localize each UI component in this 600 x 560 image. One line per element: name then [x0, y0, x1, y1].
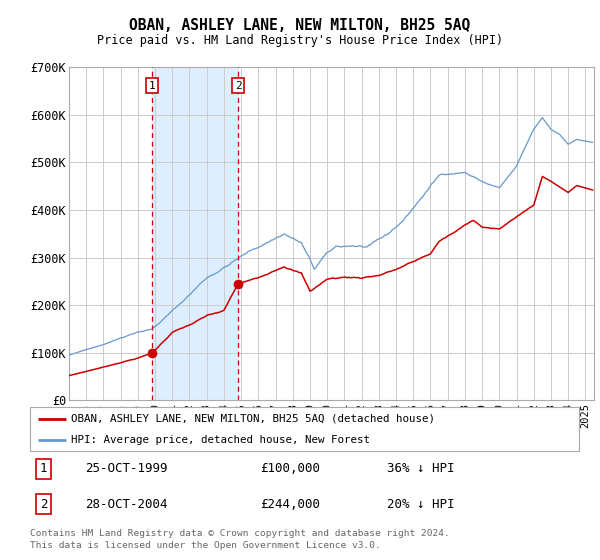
Text: 28-OCT-2004: 28-OCT-2004 — [85, 497, 167, 511]
Text: 1: 1 — [149, 81, 155, 91]
Text: 1: 1 — [40, 463, 47, 475]
Bar — [152, 67, 238, 400]
Text: 25-OCT-1999: 25-OCT-1999 — [85, 463, 167, 475]
Text: 2: 2 — [40, 497, 47, 511]
Text: 36% ↓ HPI: 36% ↓ HPI — [387, 463, 454, 475]
FancyBboxPatch shape — [30, 407, 579, 451]
Text: Contains HM Land Registry data © Crown copyright and database right 2024.
This d: Contains HM Land Registry data © Crown c… — [30, 529, 450, 550]
Text: OBAN, ASHLEY LANE, NEW MILTON, BH25 5AQ: OBAN, ASHLEY LANE, NEW MILTON, BH25 5AQ — [130, 18, 470, 33]
Text: Price paid vs. HM Land Registry's House Price Index (HPI): Price paid vs. HM Land Registry's House … — [97, 34, 503, 46]
Text: £100,000: £100,000 — [260, 463, 320, 475]
Text: OBAN, ASHLEY LANE, NEW MILTON, BH25 5AQ (detached house): OBAN, ASHLEY LANE, NEW MILTON, BH25 5AQ … — [71, 414, 435, 424]
Text: HPI: Average price, detached house, New Forest: HPI: Average price, detached house, New … — [71, 435, 370, 445]
Text: 20% ↓ HPI: 20% ↓ HPI — [387, 497, 454, 511]
Text: £244,000: £244,000 — [260, 497, 320, 511]
Text: 2: 2 — [235, 81, 242, 91]
